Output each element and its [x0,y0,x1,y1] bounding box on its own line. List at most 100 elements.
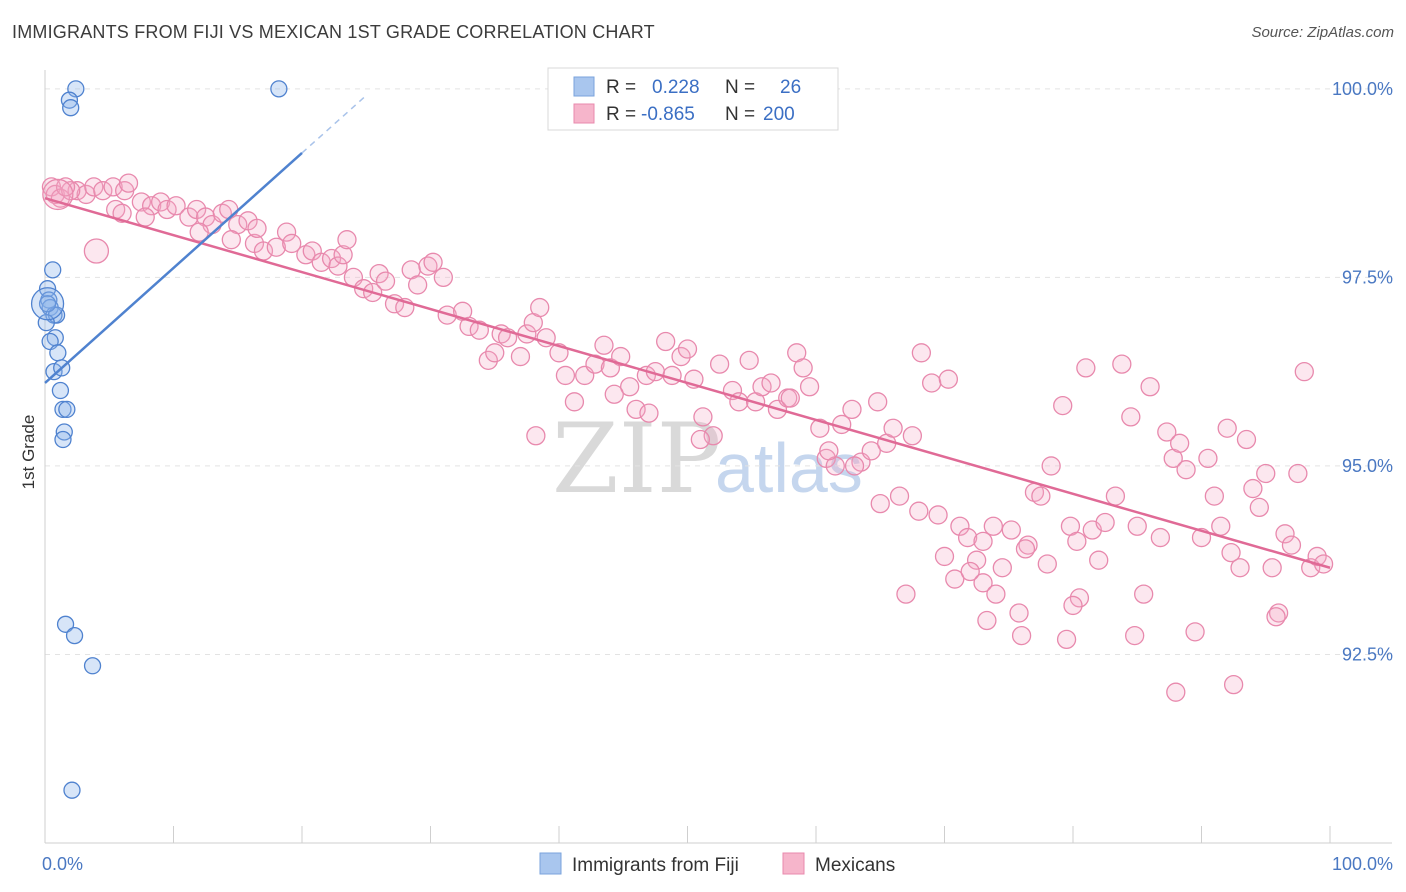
point-mexicans-93 [761,373,781,393]
point-fiji-12 [49,344,67,362]
y-tick-labels: 100.0% 97.5% 95.0% 92.5% [1332,79,1393,665]
trend-line-fiji [44,152,303,384]
point-fiji-19 [54,430,72,449]
point-mexicans-73 [594,335,614,355]
point-mexicans-27 [135,207,155,227]
point-mexicans-169 [690,429,710,450]
point-mexicans-70 [564,392,585,412]
legend-r-value-fiji: 0.228 [652,77,700,98]
point-mexicans-115 [950,516,970,536]
point-mexicans-176 [1223,674,1244,695]
series-fiji [30,80,288,799]
point-mexicans-134 [1105,486,1126,506]
point-mexicans-113 [928,505,948,525]
legend-swatch-fiji [573,76,595,97]
point-mexicans-42 [337,230,357,250]
point-fiji-20 [38,295,57,313]
point-mexicans-41 [333,245,353,265]
point-mexicans-185 [909,501,929,521]
point-mexicans-151 [1221,543,1241,563]
point-mexicans-114 [938,369,959,389]
point-mexicans-167 [604,384,624,404]
point-fiji-17 [58,400,76,419]
point-mexicans-108 [883,418,903,438]
point-mexicans-184 [870,493,890,514]
point-fiji-16 [54,400,72,419]
watermark-zip: ZIP [552,403,721,515]
point-mexicans-118 [973,531,993,551]
trend-line-fiji-extension [301,94,367,154]
point-fiji-4 [44,261,62,279]
point-mexicans-125 [1031,486,1051,506]
point-mexicans-157 [1262,558,1282,578]
point-mexicans-14 [131,192,152,212]
point-mexicans-80 [656,331,676,352]
point-mexicans-large-0 [42,178,74,211]
legend-r-label-fiji: R = [606,77,636,98]
point-mexicans-154 [1243,478,1263,499]
point-mexicans-177 [1266,607,1286,627]
point-mexicans-87 [709,354,730,374]
point-mexicans-127 [1053,395,1073,416]
point-mexicans-160 [1281,535,1302,555]
point-mexicans-75 [611,346,631,367]
point-mexicans-116 [957,527,978,548]
point-fiji-23 [83,657,102,675]
point-mexicans-186 [934,546,955,567]
y-tick-label-3: 92.5% [1342,644,1393,664]
point-mexicans-173 [1056,629,1077,650]
point-mexicans-130 [1076,358,1096,378]
point-mexicans-106 [868,392,888,412]
legend-swatch-mexicans [573,103,595,124]
point-mexicans-138 [1134,584,1154,604]
point-mexicans-191 [1067,531,1087,551]
legend-box: R = 0.228 N = 26 R = -0.865 N = 200 [547,67,839,131]
point-mexicans-29 [221,230,241,250]
point-mexicans-66 [530,297,550,318]
point-mexicans-187 [960,561,980,582]
point-mexicans-136 [1121,407,1141,427]
point-mexicans-150 [1217,418,1237,438]
point-mexicans-76 [620,377,640,397]
point-mexicans-32 [247,218,267,239]
point-mexicans-83 [677,339,698,359]
point-mexicans-9 [118,173,139,193]
point-mexicans-190 [1037,554,1057,574]
point-mexicans-183 [844,456,865,476]
point-mexicans-82 [671,346,691,367]
series-mexicans [41,173,1334,702]
point-mexicans-141 [1157,422,1177,442]
point-mexicans-166 [526,426,546,446]
point-mexicans-19 [179,207,199,227]
point-mexicans-180 [973,573,993,593]
bottom-legend-label-fiji: Immigrants from Fiji [572,855,739,876]
point-mexicans-51 [407,275,428,295]
legend-n-value-fiji: 26 [780,77,801,98]
point-mexicans-140 [1150,527,1171,548]
point-mexicans-7 [103,177,123,197]
point-mexicans-126 [1041,456,1061,476]
point-mexicans-103 [842,399,862,420]
point-fiji-21 [56,615,75,633]
watermark: ZIP atlas [552,403,863,515]
point-mexicans-109 [889,486,910,506]
point-mexicans-112 [922,373,942,393]
bottom-legend-swatch-fiji [539,852,562,875]
point-mexicans-46 [369,263,389,284]
point-mexicans-18 [166,196,186,216]
point-mexicans-133 [1095,512,1115,533]
point-mexicans-53 [423,252,443,272]
point-mexicans-35 [282,233,302,254]
point-mexicans-10 [61,181,81,201]
point-mexicans-39 [321,248,342,269]
legend-n-value-mexicans: 200 [763,104,795,125]
point-mexicans-63 [510,346,531,367]
point-mexicans-129 [1069,588,1090,608]
trend-lines [44,94,1331,569]
point-mexicans-153 [1236,429,1257,450]
point-mexicans-145 [1185,622,1205,642]
x-tick-labels: 0.0% 100.0% [42,854,1393,874]
y-tick-label-1: 97.5% [1342,267,1393,287]
point-mexicans-54 [433,267,454,288]
point-mexicans-147 [1198,448,1218,469]
